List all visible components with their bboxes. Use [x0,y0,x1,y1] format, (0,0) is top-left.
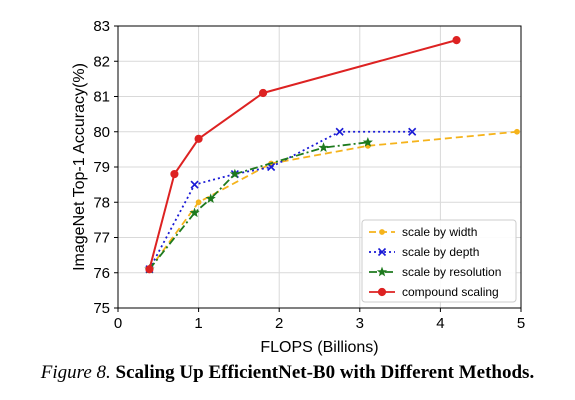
data-point [145,265,154,274]
marker-stroke [408,127,417,136]
series-layer [144,36,520,274]
data-point [258,88,268,98]
x-tick-label: 1 [194,315,202,332]
y-tick-label: 77 [93,230,110,247]
caption-title: Scaling Up EfficientNet-B0 with Differen… [115,362,535,383]
y-tick-label: 75 [93,300,110,317]
data-point [452,36,461,45]
data-point [514,128,520,135]
series-line [148,141,368,270]
y-tick-label: 76 [93,265,110,282]
marker-stroke [190,180,199,189]
x-tick-label: 4 [436,315,444,332]
x-tick-label: 5 [517,315,525,332]
marker-stroke [335,127,344,136]
data-point [335,127,344,136]
data-point [170,169,179,179]
legend-label: compound scaling [402,285,499,299]
legend-item: compound scaling [369,285,499,299]
x-axis-label: FLOPS (Billions) [260,339,378,356]
series-3 [145,36,461,274]
legend-marker [376,266,388,277]
data-point [362,136,373,147]
data-point [229,168,240,179]
data-point [408,127,417,136]
legend-marker [377,287,387,297]
y-tick-label: 83 [93,18,110,35]
axis-ticks: 0 1 2 3 4 5 75 76 77 78 79 80 81 82 83 [93,18,525,332]
x-tick-label: 0 [114,315,122,332]
data-point [205,193,216,204]
data-point [195,199,202,206]
data-point [190,180,199,189]
y-tick-label: 81 [93,89,110,106]
legend: scale by width scale by depth scale by res… [361,219,517,303]
caption-label: Figure 8. [40,362,111,383]
legend-label: scale by resolution [402,265,501,279]
legend-marker [379,229,385,235]
legend-label: scale by depth [402,245,479,259]
figure-caption: Figure 8. Scaling Up EfficientNet-B0 wit… [0,362,575,384]
y-tick-label: 78 [93,194,110,211]
series-2 [144,136,373,274]
legend-item: scale by width [369,225,477,239]
marker-stroke [377,247,387,257]
series-line [148,130,413,270]
x-tick-label: 3 [356,315,364,332]
legend-item: scale by depth [369,245,479,259]
data-point [194,134,203,143]
y-tick-label: 80 [93,124,110,141]
legend-marker [377,247,387,257]
chart: 0 1 2 3 4 5 75 76 77 78 79 80 81 82 83 FLOPS (Billions… [71,18,525,356]
y-tick-label: 79 [93,159,110,176]
marker-stroke [267,162,276,172]
data-point [189,207,200,218]
legend-box [361,219,517,303]
y-tick-label: 82 [93,53,110,70]
y-axis-label: ImageNet Top-1 Accuracy(%) [71,63,88,271]
legend-label: scale by width [402,225,477,239]
x-tick-label: 2 [275,315,283,332]
legend-item: scale by resolution [369,265,501,279]
data-point [318,142,329,152]
